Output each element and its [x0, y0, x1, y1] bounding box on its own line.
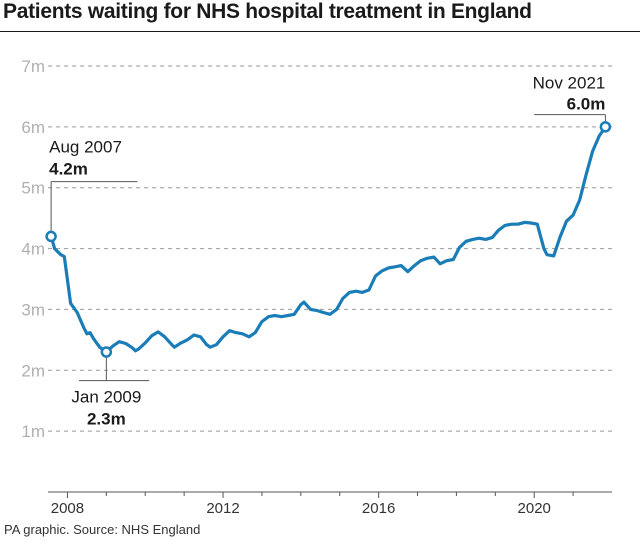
annotation-value: 6.0m	[567, 95, 606, 114]
data-point-marker	[45, 230, 57, 243]
y-tick-label: 5m	[21, 179, 45, 198]
series	[49, 125, 607, 354]
x-tick-label: 2016	[362, 500, 395, 517]
gridlines	[48, 65, 612, 432]
y-tick-label: 1m	[21, 422, 45, 441]
source-note: PA graphic. Source: NHS England	[4, 522, 201, 537]
annotation-label: Jan 2009	[71, 388, 141, 407]
annotation-label: Nov 2021	[533, 74, 606, 93]
x-tick-label: 2020	[518, 500, 551, 517]
annotation-value: 2.3m	[87, 410, 126, 429]
annotation-value: 4.2m	[49, 160, 88, 179]
series-line	[49, 125, 607, 354]
y-axis-ticks: 1m 2m 3m 4m 5m 6m 7m	[21, 57, 45, 441]
chart-title: Patients waiting for NHS hospital treatm…	[3, 0, 532, 23]
y-tick-label: 2m	[21, 361, 45, 380]
data-point-marker	[100, 346, 113, 358]
annotation-label: Aug 2007	[49, 138, 122, 157]
y-tick-label: 7m	[21, 57, 45, 76]
title-divider	[0, 31, 640, 32]
y-tick-label: 4m	[21, 240, 45, 259]
x-tick-label: 2008	[51, 500, 84, 517]
annotations: Aug 2007 4.2m Jan 2009 2.3m Nov 2021 6.0m	[45, 74, 612, 429]
y-tick-label: 6m	[21, 118, 45, 137]
data-point-marker	[599, 121, 612, 133]
y-tick-label: 3m	[21, 300, 45, 319]
x-axis: 2008 2012 2016 2020	[48, 491, 612, 517]
x-tick-label: 2012	[206, 500, 239, 517]
